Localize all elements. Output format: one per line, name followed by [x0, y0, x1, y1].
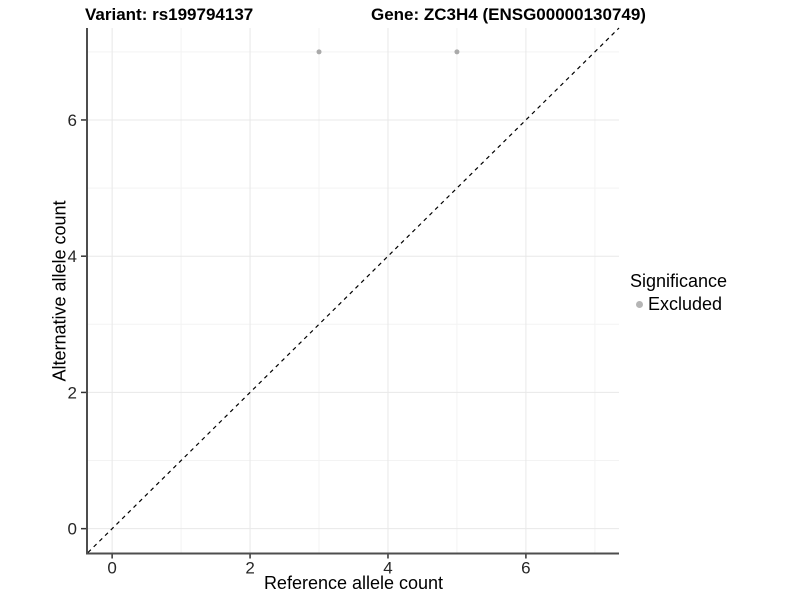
x-tick-label: 2: [245, 559, 254, 578]
excluded-point-swatch: [636, 300, 643, 308]
legend-item-excluded: Excluded: [630, 294, 727, 314]
x-tick-label: 0: [107, 559, 116, 578]
legend-item-label: Excluded: [648, 294, 723, 314]
x-tick-label: 4: [383, 559, 392, 578]
legend-title: Significance: [630, 271, 728, 291]
y-tick-label: 6: [68, 111, 77, 130]
legend: Significance Excluded: [630, 271, 727, 314]
y-axis-title: Alternative allele count: [49, 200, 70, 382]
gene-title: Gene: ZC3H4 (ENSG00000130749): [371, 5, 646, 24]
data-point: [454, 49, 460, 55]
x-tick-label: 6: [521, 559, 530, 578]
identity-dashed-line: [87, 27, 620, 553]
y-tick-label: 4: [68, 247, 77, 266]
y-tick-label: 0: [68, 520, 77, 539]
y-tick-label: 2: [68, 383, 77, 402]
x-axis-title: Reference allele count: [263, 573, 444, 593]
data-point: [316, 49, 322, 55]
variant-title: Variant: rs199794137: [85, 5, 254, 24]
